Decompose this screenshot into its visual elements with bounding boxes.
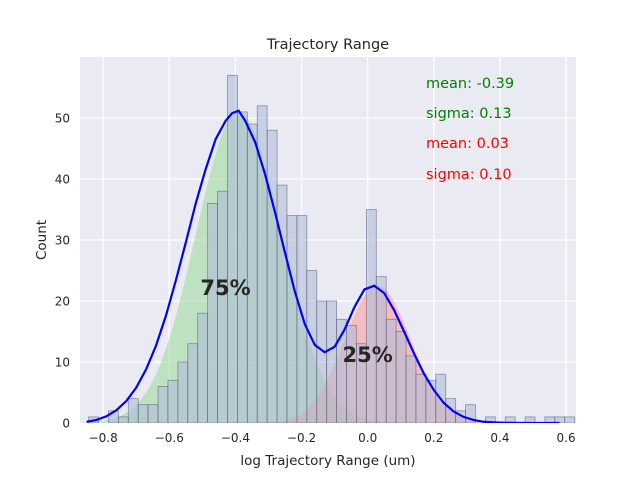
fit-curve — [86, 109, 560, 423]
histogram-bar — [316, 300, 328, 423]
histogram-bar — [385, 318, 397, 423]
histogram-bar — [236, 111, 248, 423]
y-tick-label: 20 — [55, 295, 70, 309]
histogram-bar — [227, 74, 238, 423]
component-2-percent-label: 25% — [343, 343, 393, 367]
component-1-sigma-label: sigma: 0.13 — [426, 106, 512, 122]
histogram-bars — [88, 74, 576, 423]
histogram-bar — [365, 209, 377, 423]
y-tick-label: 0 — [62, 417, 70, 431]
histogram-bar — [197, 312, 209, 423]
y-tick-label: 50 — [55, 112, 70, 126]
x-tick-label: −0.6 — [155, 431, 184, 445]
histogram-bar — [346, 324, 357, 423]
histogram-bar — [187, 343, 199, 423]
histogram-bar — [147, 404, 159, 423]
x-tick-label: −0.4 — [221, 431, 250, 445]
y-axis-label: Count — [34, 220, 50, 260]
histogram-bar — [276, 184, 288, 423]
histogram-bar — [266, 129, 278, 423]
x-tick-label: −0.8 — [89, 431, 118, 445]
histogram-bar — [415, 373, 427, 423]
x-axis-label: log Trajectory Range (um) — [240, 453, 415, 469]
component-2-mean-label: mean: 0.03 — [426, 136, 509, 152]
chart-title: Trajectory Range — [266, 37, 389, 53]
y-tick-label: 10 — [55, 356, 70, 370]
y-tick-label: 40 — [55, 173, 70, 187]
histogram-bar — [177, 361, 189, 423]
x-tick-label: 0.6 — [557, 431, 576, 445]
histogram-bar — [286, 215, 298, 423]
histogram-bar — [326, 300, 337, 423]
histogram-bar — [157, 385, 169, 423]
histogram-bar — [405, 355, 417, 423]
x-tick-label: 0.2 — [424, 431, 443, 445]
histogram-bar — [306, 270, 318, 423]
y-tick-label: 30 — [55, 234, 70, 248]
histogram-bar — [395, 331, 407, 423]
histogram-bar — [117, 416, 129, 423]
histogram-bar — [296, 215, 308, 423]
histogram-bar — [246, 123, 258, 423]
x-tick-label: 0.0 — [358, 431, 377, 445]
annotations: 75% 25% — [200, 276, 392, 367]
x-tick-label: −0.2 — [287, 431, 316, 445]
histogram-bar — [465, 404, 476, 423]
histogram-bar — [167, 379, 179, 423]
y-tick-labels: 0 10 20 30 40 50 — [55, 112, 70, 431]
x-tick-label: 0.4 — [490, 431, 509, 445]
histogram-bar — [137, 404, 149, 423]
component-1-mean-label: mean: -0.39 — [426, 76, 514, 92]
histogram-bar — [207, 202, 218, 423]
histogram-bar — [564, 416, 576, 423]
histogram-bar — [217, 190, 228, 423]
histogram-bar — [127, 398, 139, 423]
component-1-percent-label: 75% — [200, 276, 250, 300]
component-2-sigma-label: sigma: 0.10 — [426, 167, 512, 183]
x-tick-labels: −0.8 −0.6 −0.4 −0.2 0.0 0.2 0.4 0.6 — [89, 431, 576, 445]
